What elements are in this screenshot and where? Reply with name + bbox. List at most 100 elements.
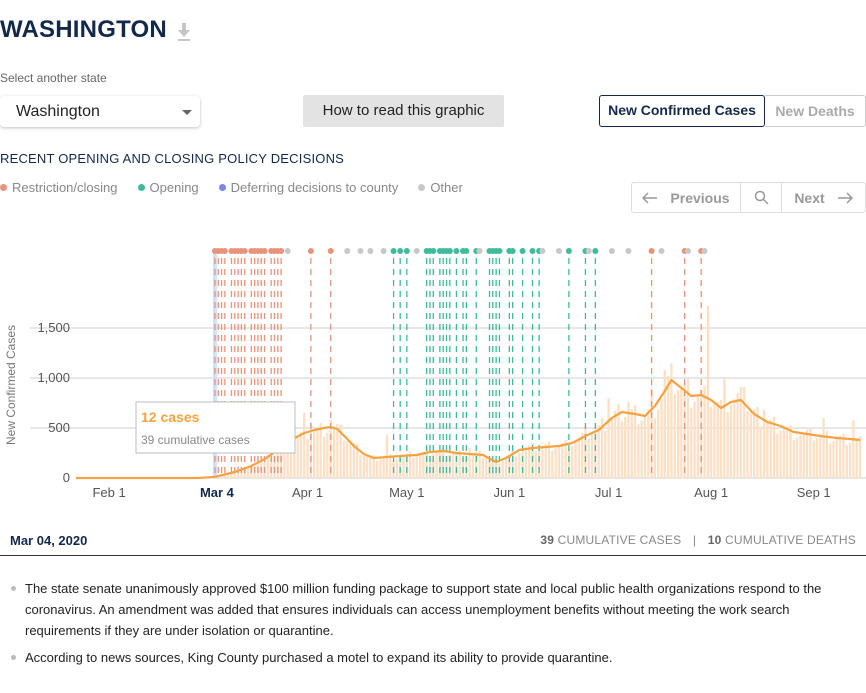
daily-bar — [514, 456, 518, 478]
daily-bar — [716, 401, 719, 478]
daily-bar — [600, 418, 604, 478]
select-state-label: Select another state — [0, 71, 107, 85]
daily-bar — [322, 436, 326, 478]
daily-bar — [852, 420, 855, 478]
policy-event-dot — [658, 248, 665, 254]
policy-event-dot — [380, 248, 387, 254]
daily-bar — [809, 427, 812, 478]
daily-bar — [451, 453, 455, 478]
daily-bar — [848, 442, 852, 478]
daily-bar — [660, 398, 663, 478]
daily-bar — [580, 432, 584, 478]
cumulative-cases-value: 39 — [540, 533, 555, 547]
daily-bar — [349, 441, 352, 478]
x-tick-label: Jul 1 — [595, 485, 622, 500]
daily-bar — [719, 399, 723, 478]
daily-bar — [485, 458, 488, 478]
daily-bar — [819, 435, 822, 478]
event-navigation: Previous Next — [631, 182, 866, 213]
policy-event-dot — [684, 248, 691, 254]
daily-bar — [733, 399, 736, 478]
daily-bar — [577, 437, 580, 478]
search-icon — [754, 190, 769, 205]
policy-event-dot — [519, 248, 526, 254]
policy-event-dot — [357, 248, 364, 254]
divider — [0, 555, 866, 556]
policy-section-title: RECENT OPENING AND CLOSING POLICY DECISI… — [0, 151, 345, 166]
daily-bar — [518, 452, 521, 478]
daily-bar — [640, 420, 643, 478]
daily-bar — [673, 394, 676, 478]
daily-bar — [458, 450, 461, 478]
list-item: According to news sources, King County p… — [10, 647, 860, 668]
download-icon[interactable] — [176, 22, 192, 42]
daily-bar — [706, 306, 709, 478]
daily-bar — [551, 450, 554, 478]
policy-event-dot — [403, 248, 410, 254]
daily-bar — [657, 409, 660, 478]
daily-bar — [554, 448, 557, 478]
daily-bar — [276, 451, 279, 478]
policy-event-dot — [241, 248, 248, 254]
daily-bar — [726, 411, 729, 478]
state-select[interactable]: Washington — [0, 96, 200, 127]
how-to-read-button[interactable]: How to read this graphic — [303, 95, 504, 127]
daily-bar — [779, 430, 782, 478]
legend-label: Other — [430, 180, 463, 195]
daily-bar — [683, 383, 686, 478]
daily-bar — [623, 416, 627, 478]
daily-bar — [822, 418, 825, 478]
daily-bar — [680, 386, 683, 478]
policy-event-dot — [327, 248, 334, 254]
daily-bar — [802, 432, 805, 478]
policy-event-dot — [344, 248, 351, 254]
previous-button[interactable]: Previous — [632, 183, 741, 212]
daily-bar — [445, 455, 448, 478]
daily-bar — [422, 451, 425, 478]
daily-bar — [279, 446, 283, 478]
daily-bar — [246, 466, 250, 478]
daily-bar — [709, 407, 713, 478]
daily-bar — [561, 442, 564, 478]
legend-label: Restriction/closing — [12, 180, 118, 195]
selected-date-label-bg — [194, 483, 237, 501]
daily-bar — [289, 445, 293, 478]
legend-dot-opening — [137, 184, 145, 191]
daily-bar — [448, 454, 451, 478]
daily-bar — [478, 450, 481, 478]
daily-bar — [435, 451, 438, 478]
daily-bar — [703, 385, 706, 478]
daily-bar — [346, 441, 349, 478]
daily-bar — [356, 444, 359, 478]
new-deaths-toggle[interactable]: New Deaths — [765, 95, 866, 127]
daily-bar — [266, 454, 270, 478]
daily-bar — [372, 455, 375, 478]
new-cases-toggle[interactable]: New Confirmed Cases — [599, 95, 765, 127]
policy-event-dot — [430, 248, 437, 254]
daily-bar — [438, 449, 442, 478]
policy-event-dot — [701, 248, 708, 254]
policy-event-dot — [284, 248, 291, 254]
daily-bar — [425, 449, 428, 478]
daily-bar — [693, 401, 696, 478]
policy-notes: The state senate unanimously approved $1… — [10, 578, 860, 674]
daily-bar — [590, 434, 594, 478]
search-button[interactable] — [741, 183, 782, 212]
daily-bar — [825, 430, 829, 478]
daily-bar — [690, 407, 693, 478]
daily-bar — [617, 404, 620, 478]
daily-bar — [537, 448, 541, 478]
daily-bar — [468, 448, 471, 478]
next-button[interactable]: Next — [782, 183, 865, 212]
y-tick-label: 500 — [48, 420, 70, 435]
daily-bar — [336, 424, 339, 478]
policy-event-dot — [529, 248, 536, 254]
daily-bar — [799, 434, 802, 478]
policy-event-dot — [261, 248, 268, 254]
policy-event-dot — [585, 248, 592, 254]
daily-bar — [607, 398, 610, 478]
daily-bar — [332, 426, 336, 478]
legend-item-opening: Opening — [137, 180, 199, 195]
daily-bar — [233, 471, 236, 478]
